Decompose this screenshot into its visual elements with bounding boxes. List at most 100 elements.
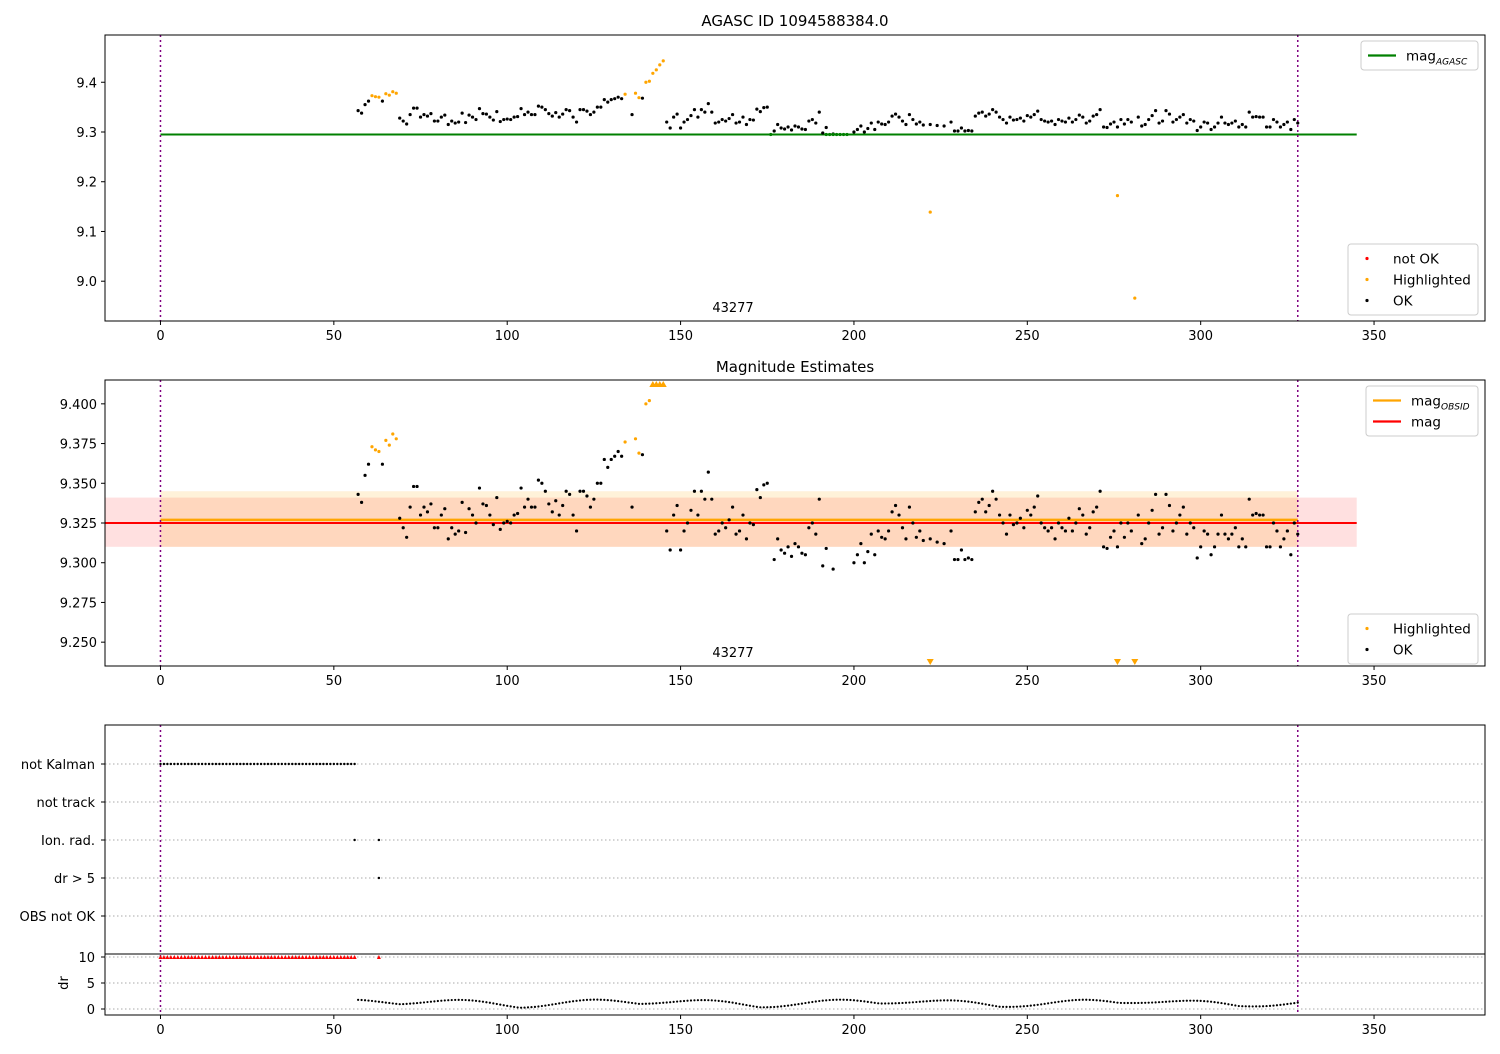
x-tick-label: 100 xyxy=(495,329,520,344)
dr-point xyxy=(596,998,599,1001)
dr-point xyxy=(1282,1003,1285,1006)
data-point xyxy=(474,117,478,122)
data-point xyxy=(668,126,672,130)
dr-point xyxy=(887,1002,890,1005)
data-point xyxy=(887,529,891,533)
data-point xyxy=(724,526,728,530)
data-point xyxy=(1140,124,1144,128)
dr-capped-marker xyxy=(227,955,232,959)
data-point xyxy=(748,117,752,122)
data-point xyxy=(1119,521,1123,525)
dr-point xyxy=(762,1006,765,1009)
data-point xyxy=(522,112,527,117)
data-point xyxy=(595,105,599,109)
dr-capped-marker xyxy=(234,955,239,959)
data-point xyxy=(415,484,419,489)
dr-point xyxy=(1279,1003,1282,1006)
data-point xyxy=(391,90,395,94)
not-kalman-point xyxy=(318,762,322,766)
data-point xyxy=(1244,545,1248,549)
x-tick-label: 200 xyxy=(842,1023,867,1038)
dr-capped-marker xyxy=(328,955,333,959)
data-point xyxy=(1230,121,1234,125)
dr-capped-marker xyxy=(259,955,264,959)
data-point xyxy=(470,513,475,517)
data-point xyxy=(418,115,423,119)
dr-capped-marker xyxy=(376,955,381,959)
dr-point xyxy=(790,1004,793,1007)
dr-point xyxy=(988,1003,991,1007)
dr-capped-marker xyxy=(349,955,354,959)
data-point xyxy=(1247,497,1251,501)
data-point xyxy=(654,68,658,72)
dr-capped-marker xyxy=(311,955,316,959)
dr-point xyxy=(748,1004,752,1007)
dr-point xyxy=(1275,1004,1279,1007)
dr-point xyxy=(519,1006,523,1009)
dr-point xyxy=(995,1005,998,1008)
dr-point xyxy=(436,999,439,1003)
flag-label: OBS not OK xyxy=(20,910,96,925)
dr-point xyxy=(568,1000,571,1003)
dr-point xyxy=(384,1001,387,1004)
data-point xyxy=(1060,119,1064,123)
data-point xyxy=(821,564,825,568)
dr-point xyxy=(603,998,606,1001)
not-kalman-point xyxy=(239,762,242,766)
data-point xyxy=(491,118,495,122)
data-point xyxy=(685,117,690,122)
dr-point xyxy=(942,999,946,1002)
dr-capped-marker xyxy=(196,955,201,959)
dr-point xyxy=(1116,1001,1119,1004)
data-point xyxy=(1195,556,1199,560)
dr-capped-marker xyxy=(210,955,215,959)
dr-point xyxy=(904,1001,908,1004)
data-point xyxy=(751,118,755,122)
data-point xyxy=(928,210,932,214)
data-point xyxy=(1105,546,1109,551)
data-point xyxy=(1022,119,1026,123)
data-point xyxy=(547,111,551,116)
flag-label: not Kalman xyxy=(21,758,95,773)
data-point xyxy=(1192,119,1196,123)
data-point xyxy=(1008,115,1012,119)
legend-dot-swatch xyxy=(1365,277,1369,282)
data-point xyxy=(498,527,502,531)
not-kalman-point xyxy=(280,762,284,766)
data-point xyxy=(401,119,405,123)
dr-point xyxy=(1209,1000,1213,1003)
not-kalman-point xyxy=(339,762,342,766)
dr-capped-marker xyxy=(175,955,180,959)
data-point xyxy=(1258,513,1262,517)
data-point xyxy=(1112,529,1116,533)
data-point xyxy=(1133,296,1137,300)
data-point xyxy=(866,550,870,554)
dr-point xyxy=(589,998,592,1001)
data-point xyxy=(1240,122,1244,127)
data-point xyxy=(973,114,977,118)
dr-point xyxy=(1258,1005,1261,1008)
data-point xyxy=(1032,112,1036,117)
dr-point xyxy=(1220,1001,1223,1005)
data-point xyxy=(1029,115,1033,119)
dr-point xyxy=(700,999,703,1002)
data-point xyxy=(391,432,395,436)
dr-point xyxy=(752,1005,755,1008)
not-kalman-point xyxy=(277,762,280,766)
data-point xyxy=(959,548,964,552)
not-kalman-point xyxy=(187,762,190,766)
dr-capped-marker xyxy=(213,955,218,959)
data-point xyxy=(786,545,790,549)
dr-point xyxy=(551,1003,554,1006)
data-point xyxy=(533,112,537,117)
dr-point xyxy=(773,1005,776,1009)
dr-capped-marker xyxy=(342,955,347,959)
data-point xyxy=(1292,117,1296,122)
not-kalman-point xyxy=(166,762,169,766)
data-point xyxy=(464,120,468,125)
data-point xyxy=(880,535,884,539)
not-kalman-point xyxy=(162,762,166,766)
flags-plot-area: not Kalman not track Ion. rad. dr > 5 OBS no… xyxy=(20,724,1486,1038)
not-kalman-point xyxy=(304,762,308,766)
data-point xyxy=(505,117,509,121)
